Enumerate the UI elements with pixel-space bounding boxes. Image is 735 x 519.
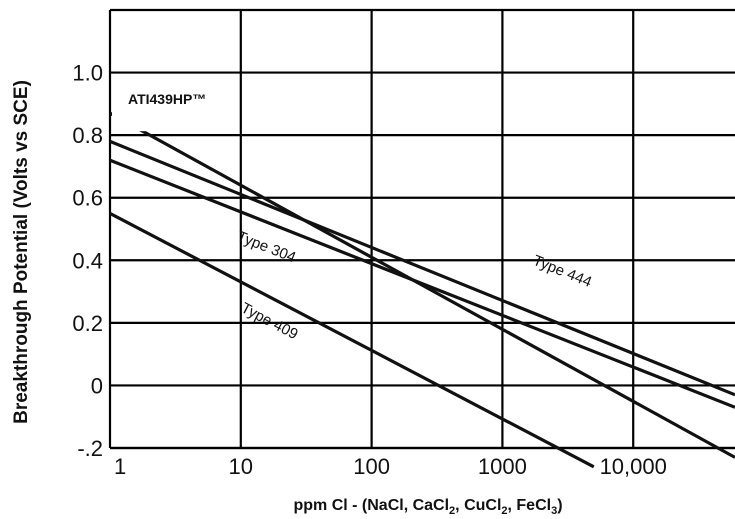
x-axis-title-subscript: 3 bbox=[551, 505, 557, 517]
y-tick-label: -.2 bbox=[77, 436, 103, 461]
series-lines bbox=[109, 111, 735, 469]
series-label-type-444: Type 444 bbox=[530, 252, 594, 291]
x-tick-label: 1 bbox=[114, 454, 126, 479]
y-tick-labels: 1.0 0.8 0.6 0.4 0.2 0 -.2 bbox=[72, 61, 103, 461]
atihp-label-box bbox=[112, 75, 230, 132]
x-axis-title-part: ppm Cl bbox=[293, 497, 352, 514]
x-axis-title-part: , CuCl bbox=[455, 497, 501, 514]
x-axis-title-subscript: 2 bbox=[501, 505, 507, 517]
x-axis-title-part: - bbox=[352, 497, 362, 514]
x-tick-labels: 1 10 100 1000 10,000 bbox=[114, 454, 667, 479]
y-tick-label: 0.6 bbox=[72, 186, 103, 211]
x-axis-title: ppm Cl - (NaCl, CaCl2, CuCl2, FeCl3) bbox=[293, 497, 562, 517]
x-tick-label: 100 bbox=[353, 454, 390, 479]
x-tick-label: 10,000 bbox=[600, 454, 667, 479]
y-axis-title: Breakthrough Potential (Volts vs SCE) bbox=[11, 80, 32, 424]
series-line-type-304 bbox=[109, 158, 735, 409]
series-line-type-444 bbox=[109, 139, 735, 397]
x-tick-label: 10 bbox=[229, 454, 253, 479]
grid bbox=[108, 8, 735, 450]
series-line-type-409 bbox=[109, 211, 595, 469]
x-tick-label: 1000 bbox=[478, 454, 527, 479]
series-label-ati439hp: ATI439HP™ bbox=[128, 91, 206, 107]
y-tick-label: 0.2 bbox=[72, 311, 103, 336]
y-tick-label: 0 bbox=[91, 373, 103, 398]
x-axis-title-subscript: 2 bbox=[449, 505, 455, 517]
x-axis-title-part: ) bbox=[557, 497, 562, 514]
y-tick-label: 0.4 bbox=[72, 248, 103, 273]
series-label-type-409: Type 409 bbox=[238, 299, 301, 343]
y-tick-label: 1.0 bbox=[72, 61, 103, 86]
y-tick-label: 0.8 bbox=[72, 123, 103, 148]
x-axis-title-part: , FeCl bbox=[508, 497, 552, 514]
x-axis-title-part: (NaCl, CaCl bbox=[362, 497, 449, 514]
